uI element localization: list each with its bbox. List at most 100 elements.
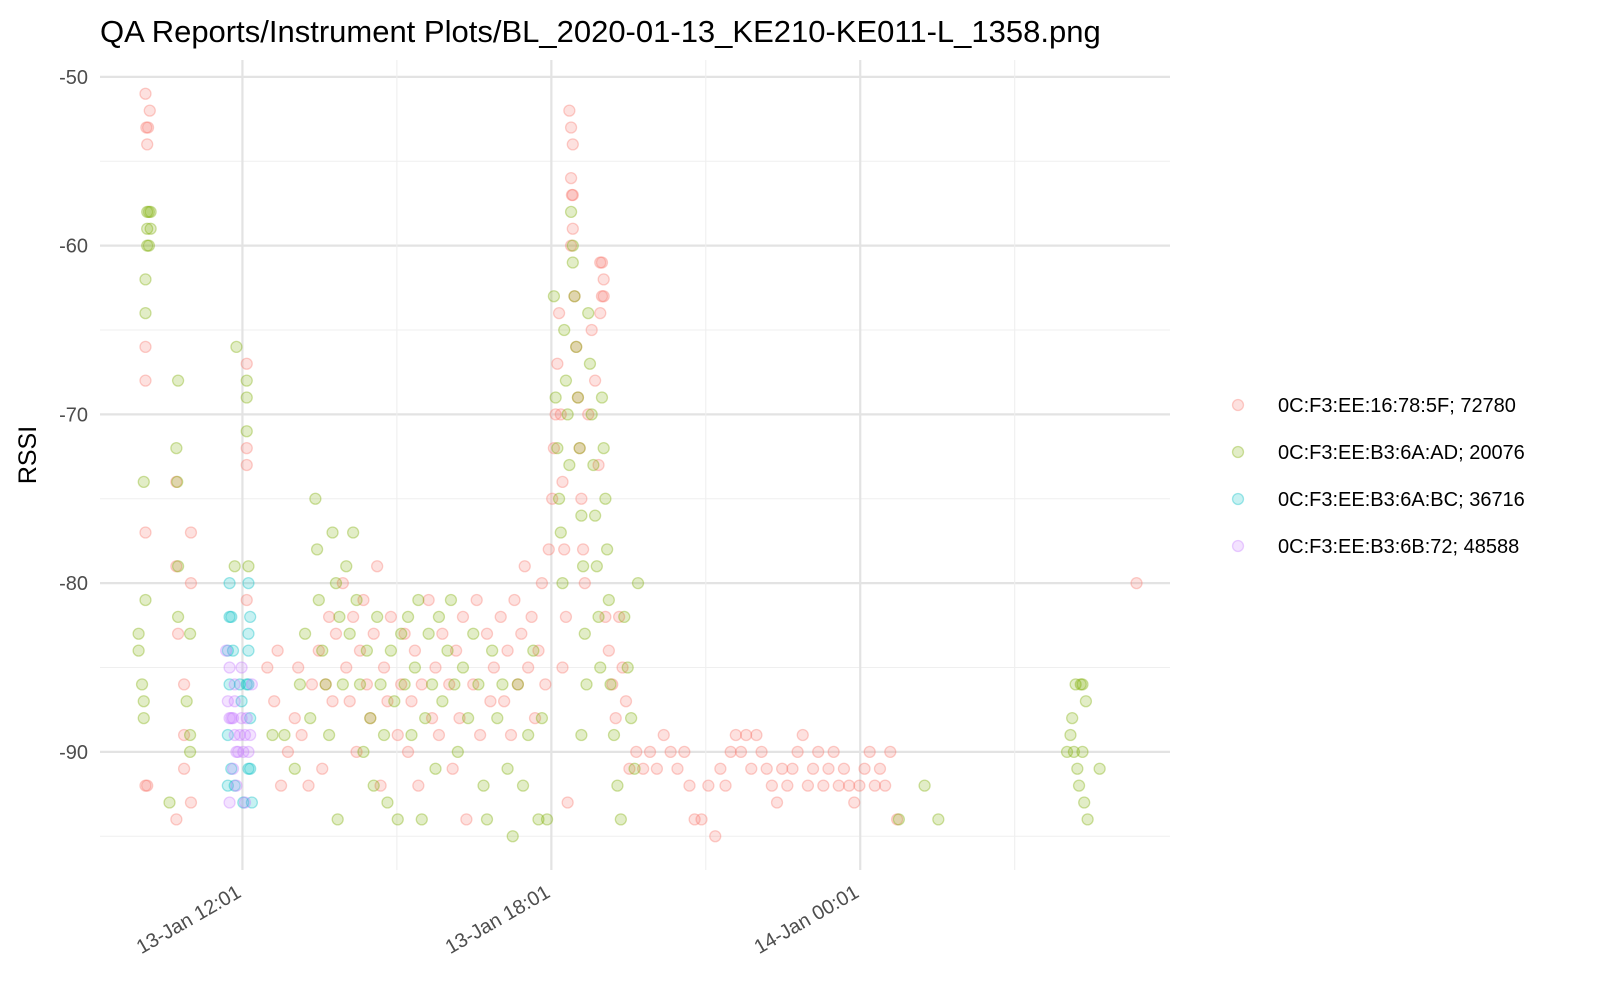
- data-point: [310, 543, 324, 556]
- data-point: [556, 475, 569, 489]
- data-point: [429, 661, 442, 674]
- y-tick-label: -50: [59, 67, 88, 89]
- data-point: [549, 408, 562, 421]
- data-point: [547, 290, 561, 303]
- data-point: [590, 560, 603, 573]
- data-point: [184, 796, 198, 809]
- data-point: [415, 678, 428, 691]
- data-point: [171, 475, 184, 489]
- data-point: [564, 205, 578, 219]
- data-point: [612, 610, 626, 624]
- data-point: [837, 762, 851, 775]
- data-point: [565, 188, 579, 202]
- data-point: [183, 745, 197, 759]
- data-point: [868, 779, 881, 792]
- data-point: [461, 711, 475, 725]
- data-point: [398, 678, 411, 691]
- data-point: [288, 762, 301, 775]
- data-point: [878, 779, 892, 792]
- data-point: [405, 695, 418, 708]
- data-point: [238, 796, 252, 809]
- data-point: [377, 728, 391, 742]
- data-point: [884, 745, 897, 759]
- data-point: [564, 239, 578, 252]
- data-point: [139, 306, 152, 320]
- data-point: [221, 728, 235, 742]
- data-point: [408, 661, 422, 674]
- data-point: [233, 728, 247, 742]
- y-tick-label: -70: [59, 404, 88, 426]
- data-point: [628, 762, 641, 775]
- data-point: [480, 627, 494, 640]
- data-point: [570, 340, 583, 354]
- data-point: [602, 644, 615, 657]
- data-point: [360, 678, 374, 691]
- data-point: [568, 290, 581, 303]
- data-point: [786, 762, 799, 775]
- data-point: [343, 627, 356, 640]
- data-point: [223, 661, 236, 674]
- data-point: [367, 627, 380, 640]
- data-point: [551, 357, 564, 370]
- data-point: [183, 627, 197, 640]
- data-point: [588, 374, 602, 387]
- data-point: [225, 762, 238, 775]
- data-point: [657, 728, 670, 742]
- data-point: [582, 306, 595, 320]
- legend-key: [1231, 539, 1245, 553]
- data-point: [573, 441, 586, 455]
- data-point: [812, 745, 825, 759]
- data-point: [516, 779, 530, 792]
- y-tick-label: -60: [59, 236, 88, 258]
- data-point: [578, 576, 591, 590]
- legend-label: 0C:F3:EE:B3:6A:BC; 36716: [1278, 489, 1525, 511]
- data-point: [235, 695, 248, 708]
- data-point: [141, 205, 154, 219]
- data-point: [415, 813, 428, 826]
- data-point: [329, 576, 343, 590]
- data-point: [750, 728, 763, 742]
- data-point: [842, 779, 856, 792]
- data-point: [237, 796, 250, 809]
- data-point: [271, 644, 284, 657]
- data-point: [554, 408, 567, 421]
- data-point: [678, 745, 691, 759]
- data-point: [163, 796, 176, 809]
- data-point: [132, 644, 145, 657]
- data-point: [304, 711, 317, 725]
- data-point: [858, 762, 871, 775]
- data-point: [688, 813, 701, 826]
- data-point: [432, 728, 446, 742]
- data-point: [552, 306, 566, 320]
- data-point: [221, 644, 235, 657]
- data-point: [1067, 745, 1081, 759]
- data-point: [496, 678, 509, 691]
- data-point: [364, 711, 377, 725]
- data-point: [346, 610, 360, 624]
- data-point: [242, 678, 255, 691]
- data-point: [1093, 762, 1106, 775]
- data-point: [892, 813, 906, 826]
- series-points: [132, 205, 1106, 843]
- data-point: [139, 273, 152, 286]
- data-point: [144, 222, 157, 235]
- x-tick-label: 13-Jan 12:01: [133, 881, 245, 958]
- x-tick-label: 14-Jan 00:01: [751, 881, 863, 958]
- data-point: [568, 290, 581, 303]
- data-point: [451, 745, 464, 759]
- data-point: [219, 644, 233, 657]
- data-point: [616, 661, 629, 674]
- data-point: [135, 678, 149, 691]
- data-point: [295, 728, 308, 742]
- data-point: [765, 779, 779, 792]
- data-point: [575, 492, 588, 505]
- data-point: [522, 728, 535, 742]
- data-point: [240, 678, 253, 691]
- data-point: [353, 678, 367, 691]
- data-point: [141, 222, 154, 235]
- data-point: [535, 576, 549, 590]
- data-point: [1074, 678, 1087, 691]
- data-point: [233, 678, 247, 691]
- data-point: [594, 306, 607, 320]
- data-point: [532, 644, 545, 657]
